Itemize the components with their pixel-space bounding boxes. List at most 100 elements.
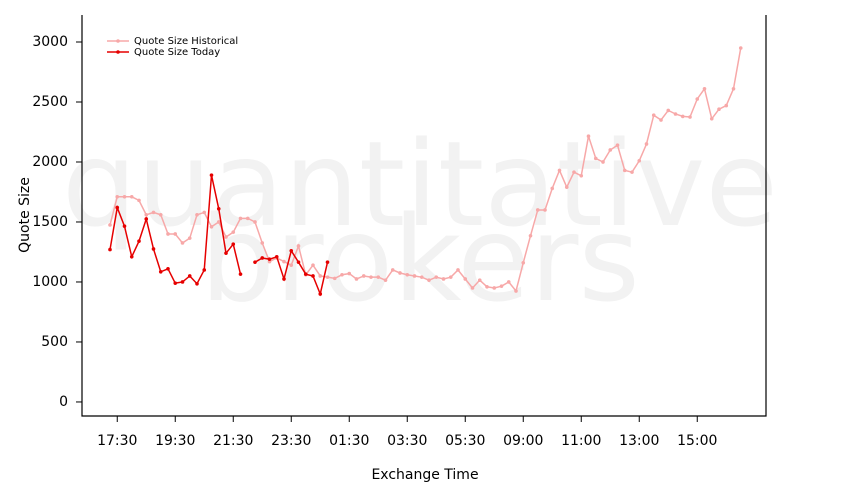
data-point (630, 170, 634, 174)
data-point (637, 158, 642, 163)
data-point (151, 247, 156, 251)
data-point (593, 156, 598, 161)
watermark: quantitative (62, 115, 778, 253)
data-point (521, 260, 526, 265)
data-point (557, 168, 562, 173)
data-point (325, 260, 330, 264)
data-point (688, 115, 692, 119)
data-point (369, 275, 373, 279)
data-point (231, 230, 236, 234)
data-point (202, 210, 207, 215)
data-point (485, 284, 489, 289)
data-point (659, 118, 663, 122)
data-point (441, 277, 446, 281)
data-point (499, 284, 504, 288)
data-point (180, 241, 185, 245)
data-point (325, 275, 330, 279)
series-line (109, 47, 742, 293)
data-point (209, 173, 214, 177)
data-point (231, 242, 236, 246)
data-point (412, 274, 417, 278)
data-point (144, 212, 149, 217)
data-point (216, 206, 221, 211)
legend-marker (116, 39, 120, 43)
data-point (267, 257, 272, 261)
data-point (666, 108, 671, 113)
data-point (129, 254, 134, 259)
y-tick-label: 1500 (32, 214, 68, 230)
data-point (303, 272, 308, 276)
data-point (289, 248, 294, 253)
data-point (224, 251, 228, 255)
data-point (405, 272, 410, 277)
data-point (115, 194, 120, 199)
data-point (398, 271, 402, 275)
data-point (579, 173, 584, 178)
x-tick-label: 01:30 (329, 433, 369, 449)
data-point (514, 289, 518, 293)
data-point (717, 107, 721, 111)
data-point (173, 232, 178, 236)
data-point (419, 275, 424, 279)
y-tick-label: 1000 (32, 274, 68, 290)
data-point (680, 114, 685, 119)
data-point (702, 86, 707, 91)
data-point (180, 280, 185, 284)
x-tick-label: 13:00 (619, 433, 659, 449)
data-point (260, 256, 265, 260)
data-point (731, 86, 736, 91)
data-point (195, 281, 199, 286)
data-point (564, 185, 569, 189)
y-tick-label: 2500 (32, 94, 68, 110)
y-tick-label: 3000 (32, 34, 68, 50)
legend-marker (116, 50, 120, 54)
data-point (144, 217, 149, 221)
data-point (340, 272, 344, 277)
data-point (586, 134, 591, 138)
data-point (492, 286, 497, 290)
x-tick-label: 17:30 (97, 433, 137, 449)
y-axis-title: Quote Size (17, 177, 33, 253)
data-point (166, 266, 170, 271)
data-point (108, 223, 112, 227)
x-tick-label: 05:30 (445, 433, 485, 449)
data-point (332, 276, 337, 281)
x-tick-label: 23:30 (271, 433, 311, 449)
data-point (166, 232, 170, 236)
data-point (274, 254, 279, 259)
legend-label: Quote Size Today (134, 47, 220, 58)
data-point (187, 274, 192, 278)
data-point (238, 216, 243, 221)
data-point (673, 112, 678, 116)
data-point (296, 260, 301, 264)
data-point (651, 113, 656, 117)
x-tick-label: 03:30 (387, 433, 427, 449)
data-point (376, 275, 381, 279)
data-point (209, 224, 214, 229)
data-point (528, 233, 533, 238)
data-point (477, 278, 482, 282)
data-point (738, 46, 743, 50)
data-point (448, 275, 453, 279)
x-tick-label: 09:00 (503, 433, 543, 449)
data-point (224, 235, 228, 239)
data-point (216, 220, 221, 224)
data-point (470, 286, 475, 290)
data-point (158, 212, 163, 217)
data-point (158, 269, 163, 274)
data-point (383, 278, 388, 282)
data-point (361, 274, 366, 278)
data-point (122, 224, 127, 228)
data-point (354, 277, 359, 281)
data-point (427, 278, 431, 282)
data-point (137, 239, 141, 243)
data-point (456, 268, 460, 272)
data-point (535, 208, 540, 212)
legend-label: Quote Size Historical (134, 36, 238, 47)
x-tick-label: 11:00 (561, 433, 601, 449)
data-point (108, 247, 112, 252)
data-point (347, 271, 352, 276)
data-point (622, 168, 627, 173)
data-point (463, 277, 468, 281)
